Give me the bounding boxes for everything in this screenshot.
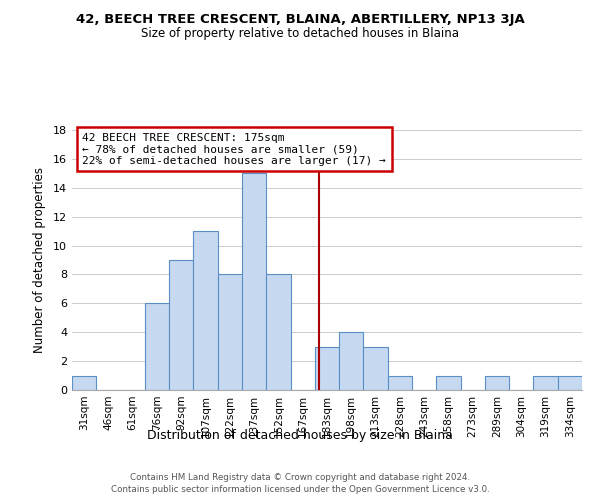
- Bar: [558, 376, 582, 390]
- Text: Contains HM Land Registry data © Crown copyright and database right 2024.: Contains HM Land Registry data © Crown c…: [130, 472, 470, 482]
- Text: 42 BEECH TREE CRESCENT: 175sqm
← 78% of detached houses are smaller (59)
22% of : 42 BEECH TREE CRESCENT: 175sqm ← 78% of …: [82, 132, 386, 166]
- Text: 42, BEECH TREE CRESCENT, BLAINA, ABERTILLERY, NP13 3JA: 42, BEECH TREE CRESCENT, BLAINA, ABERTIL…: [76, 12, 524, 26]
- Bar: [145, 304, 169, 390]
- Bar: [218, 274, 242, 390]
- Bar: [266, 274, 290, 390]
- Bar: [193, 231, 218, 390]
- Y-axis label: Number of detached properties: Number of detached properties: [33, 167, 46, 353]
- Text: Distribution of detached houses by size in Blaina: Distribution of detached houses by size …: [147, 428, 453, 442]
- Text: Size of property relative to detached houses in Blaina: Size of property relative to detached ho…: [141, 28, 459, 40]
- Bar: [169, 260, 193, 390]
- Bar: [72, 376, 96, 390]
- Bar: [364, 346, 388, 390]
- Bar: [436, 376, 461, 390]
- Bar: [485, 376, 509, 390]
- Bar: [242, 174, 266, 390]
- Bar: [339, 332, 364, 390]
- Bar: [388, 376, 412, 390]
- Bar: [533, 376, 558, 390]
- Bar: [315, 346, 339, 390]
- Text: Contains public sector information licensed under the Open Government Licence v3: Contains public sector information licen…: [110, 485, 490, 494]
